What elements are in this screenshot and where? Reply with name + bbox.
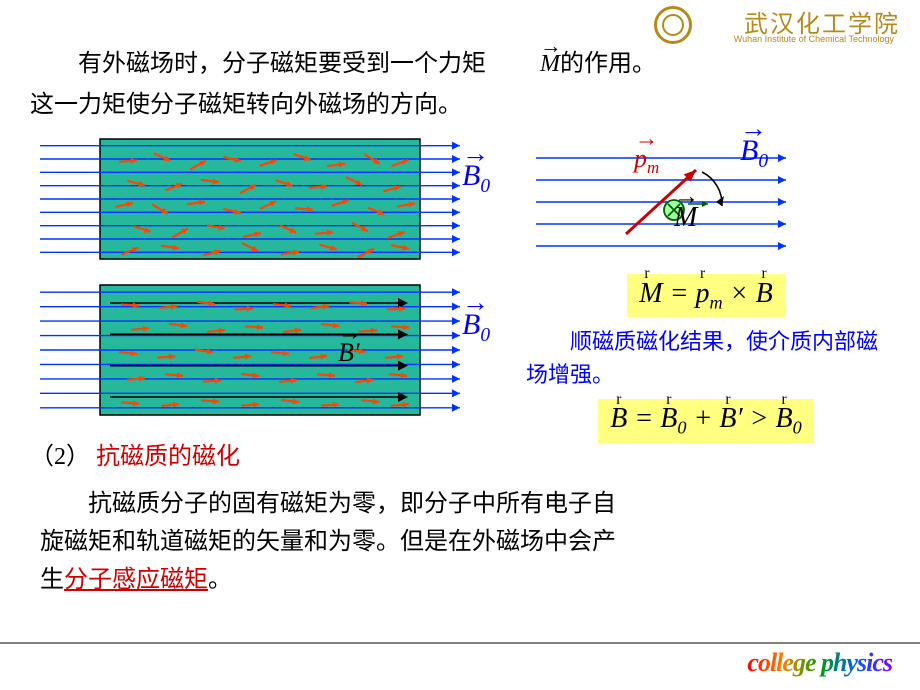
B0-label-top: B0	[462, 159, 490, 198]
right-column: B0 pm M M = pm × B 顺磁质磁化结果，使介质内部磁场增强。 B …	[526, 134, 886, 479]
subsection-num: （2）	[30, 444, 90, 470]
diamagnetic-para: 抗磁质分子的固有磁矩为零，即分子中所有电子自 旋磁矩和轨道磁矩的矢量和为零。但是…	[30, 485, 890, 600]
university-logo-sub: Wuhan Institute of Chemical Technology	[734, 34, 894, 44]
figure-bottom-wrap: B0 B′	[30, 280, 510, 420]
footer: college physics	[0, 642, 920, 682]
pm-label: pm	[634, 144, 659, 178]
subsection-heading: （2） 抗磁质的磁化	[30, 436, 510, 471]
logo-seal	[654, 6, 692, 44]
figure-top	[30, 134, 510, 264]
intro-line1-pre: 有外磁场时，分子磁矩要受到一个力矩	[78, 51, 492, 77]
B0-label-torque: B0	[740, 134, 768, 173]
eq1-wrap: M = pm × B	[526, 274, 886, 318]
footer-text: college physics	[747, 648, 892, 678]
slide: 武汉化工学院 Wuhan Institute of Chemical Techn…	[0, 0, 920, 690]
figure-bottom	[30, 280, 510, 420]
equation-torque: M = pm × B	[627, 274, 784, 318]
equation-field-sum: B = B0 + B′ > B0	[598, 399, 813, 443]
dia-line1: 抗磁质分子的固有磁矩为零，即分子中所有电子自	[88, 491, 616, 517]
paramagnetic-explain: 顺磁质磁化结果，使介质内部磁场增强。	[526, 325, 886, 391]
B0-label-bottom: B0	[462, 308, 490, 347]
Bprime-label: B′	[338, 338, 360, 368]
figure-top-wrap: B0	[30, 134, 510, 264]
dia-line3a: 生	[40, 567, 64, 593]
M-label-torque: M	[674, 202, 697, 234]
dia-line2: 旋磁矩和轨道磁矩的矢量和为零。但是在外磁场中会产	[40, 523, 880, 561]
content-row: B0 B0 B′ （2） 抗磁质的磁化 B0 pm	[30, 134, 890, 479]
dia-line3b: 。	[208, 567, 232, 593]
torque-symbol: M	[492, 44, 560, 85]
subsection-text: 抗磁质的磁化	[90, 444, 240, 470]
left-column: B0 B0 B′ （2） 抗磁质的磁化	[30, 134, 510, 479]
intro-line1-post: 的作用。	[560, 51, 656, 77]
induced-moment: 分子感应磁矩	[64, 567, 208, 593]
eq2-wrap: B = B0 + B′ > B0	[526, 399, 886, 443]
